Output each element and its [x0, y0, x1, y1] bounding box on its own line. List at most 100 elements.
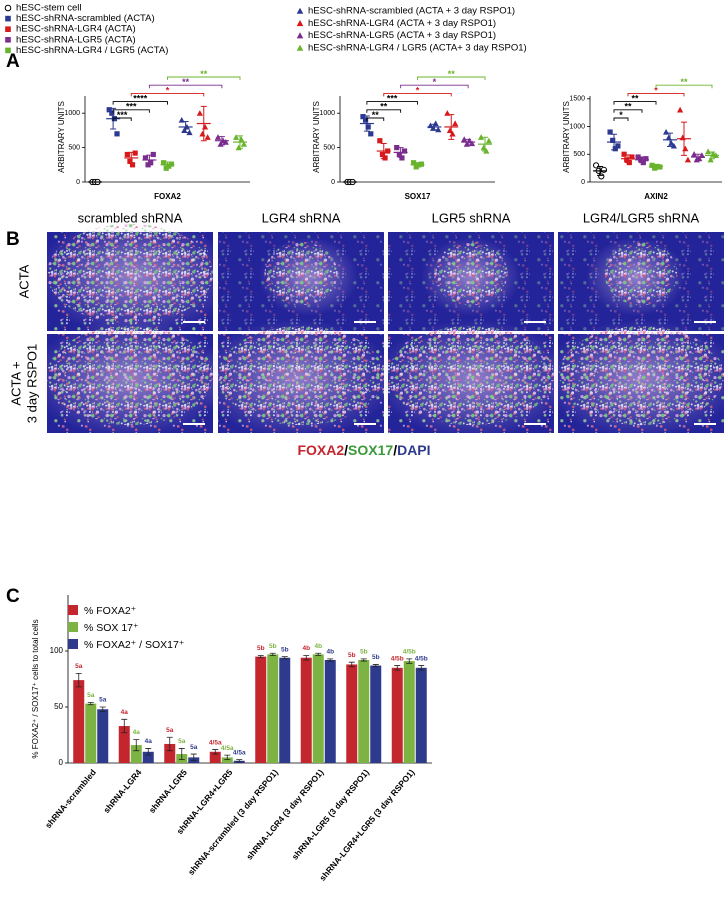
error-bar: [414, 162, 421, 168]
data-point: [196, 110, 203, 116]
panel-letter: A: [6, 51, 20, 72]
error-bar: [327, 658, 334, 662]
significance-bracket: [366, 101, 418, 105]
data-point: [166, 163, 172, 169]
data-point: [677, 106, 684, 113]
data-point: [132, 150, 138, 156]
significance-label: 5b: [348, 652, 356, 659]
bar: [324, 659, 336, 763]
legend-label: hESC-stem cell: [16, 3, 81, 14]
significance-label: 5b: [281, 646, 289, 653]
error-bar: [303, 655, 310, 661]
x-tick-label: shRNA-LGR5 (3 day RSPO1): [290, 767, 372, 861]
significance-bracket: [366, 109, 402, 113]
significance-bracket: [383, 92, 452, 97]
error-bar: [182, 120, 189, 133]
significance-label: 5a: [190, 744, 198, 751]
error-bar: [75, 673, 82, 688]
error-bar: [639, 156, 645, 164]
significance-bracket: [400, 84, 469, 89]
data-point: [607, 129, 613, 135]
error-bar: [121, 718, 128, 734]
significance-label: 5a: [99, 697, 107, 704]
significance-label: **: [680, 77, 688, 87]
micrograph-colony: [434, 241, 508, 306]
bar: [118, 726, 130, 763]
data-point: [201, 123, 209, 130]
legend-marker: [296, 20, 304, 27]
data-point: [615, 143, 621, 149]
data-point: [240, 141, 247, 147]
significance-label: ***: [126, 102, 137, 112]
significance-label: 4/5a: [221, 745, 234, 752]
significance-label: 4b: [314, 643, 322, 650]
data-point: [114, 131, 120, 137]
error-bar: [281, 656, 288, 660]
data-point: [485, 137, 492, 144]
significance-label: **: [200, 69, 208, 79]
bar: [130, 745, 142, 763]
x-tick-label: shRNA-LGR5: [147, 767, 189, 815]
significance-label: 4/5b: [403, 649, 416, 656]
data-point: [679, 134, 686, 141]
error-bar: [372, 664, 379, 668]
x-tick-label: shRNA-LGR4+LGR5 (3 day RSPO1): [317, 767, 416, 883]
data-point: [707, 156, 714, 163]
significance-bracket: [130, 92, 205, 97]
data-point: [233, 134, 240, 140]
error-bar: [360, 658, 367, 662]
data-point: [593, 162, 600, 169]
legend-label: hESC-shRNA-scrambled (ACTA): [16, 13, 155, 24]
x-tick-label: shRNA-LGR4 (3 day RSPO1): [244, 767, 326, 861]
significance-label: *: [433, 77, 437, 87]
significance-label: *: [619, 110, 623, 120]
significance-label: 4/5b: [415, 655, 428, 662]
significance-bracket: [613, 109, 643, 113]
y-tick-label: 0: [581, 179, 585, 186]
data-point: [214, 134, 222, 140]
error-bar: [237, 135, 243, 149]
error-bar: [236, 759, 243, 763]
data-point: [106, 107, 112, 113]
x-tick-label: shRNA-LGR4: [101, 767, 143, 815]
data-point: [222, 138, 229, 145]
significance-label: 4a: [145, 738, 153, 745]
panel-letter: C: [6, 586, 20, 607]
data-point: [684, 156, 691, 163]
micrograph-colony: [264, 241, 338, 306]
data-point: [643, 156, 649, 162]
caption-part: FOXA2: [297, 442, 344, 458]
bar: [209, 751, 221, 763]
significance-label: 4/5a: [209, 739, 222, 746]
error-bar: [166, 736, 173, 752]
data-point: [612, 146, 618, 152]
data-point: [204, 134, 211, 140]
y-tick-label: 50: [54, 702, 63, 711]
data-point: [635, 154, 641, 160]
significance-label: **: [182, 77, 190, 87]
significance-label: 4a: [121, 709, 129, 716]
legend-label: hESC-shRNA-scrambled (ACTA + 3 day RSPO1…: [308, 6, 515, 17]
legend-label: % SOX 17⁺: [84, 622, 139, 634]
bar: [391, 667, 403, 763]
error-bar: [269, 652, 276, 656]
significance-bracket: [366, 117, 385, 121]
y-axis-label: ARBITRARY UNITS: [312, 101, 321, 173]
micrograph-colony: [47, 326, 213, 426]
bar: [370, 665, 382, 763]
legend-label: hESC-shRNA-LGR5 (ACTA): [16, 34, 136, 45]
x-axis-label: FOXA2: [154, 192, 181, 201]
micrograph-colony: [47, 224, 213, 324]
error-bar: [224, 754, 231, 761]
significance-label: 4b: [326, 649, 334, 656]
significance-bracket: [613, 101, 657, 105]
legend-label: hESC-shRNA-LGR4 (ACTA): [16, 24, 136, 35]
data-point: [148, 160, 154, 166]
y-tick-label: 1500: [569, 96, 585, 103]
legend-label: hESC-shRNA-LGR5 (ACTA + 3 day RSPO1): [308, 30, 496, 41]
micrograph-colony: [604, 241, 678, 306]
significance-bracket: [112, 109, 150, 113]
data-point: [610, 137, 616, 143]
error-bar: [448, 114, 455, 140]
data-point: [649, 162, 655, 168]
